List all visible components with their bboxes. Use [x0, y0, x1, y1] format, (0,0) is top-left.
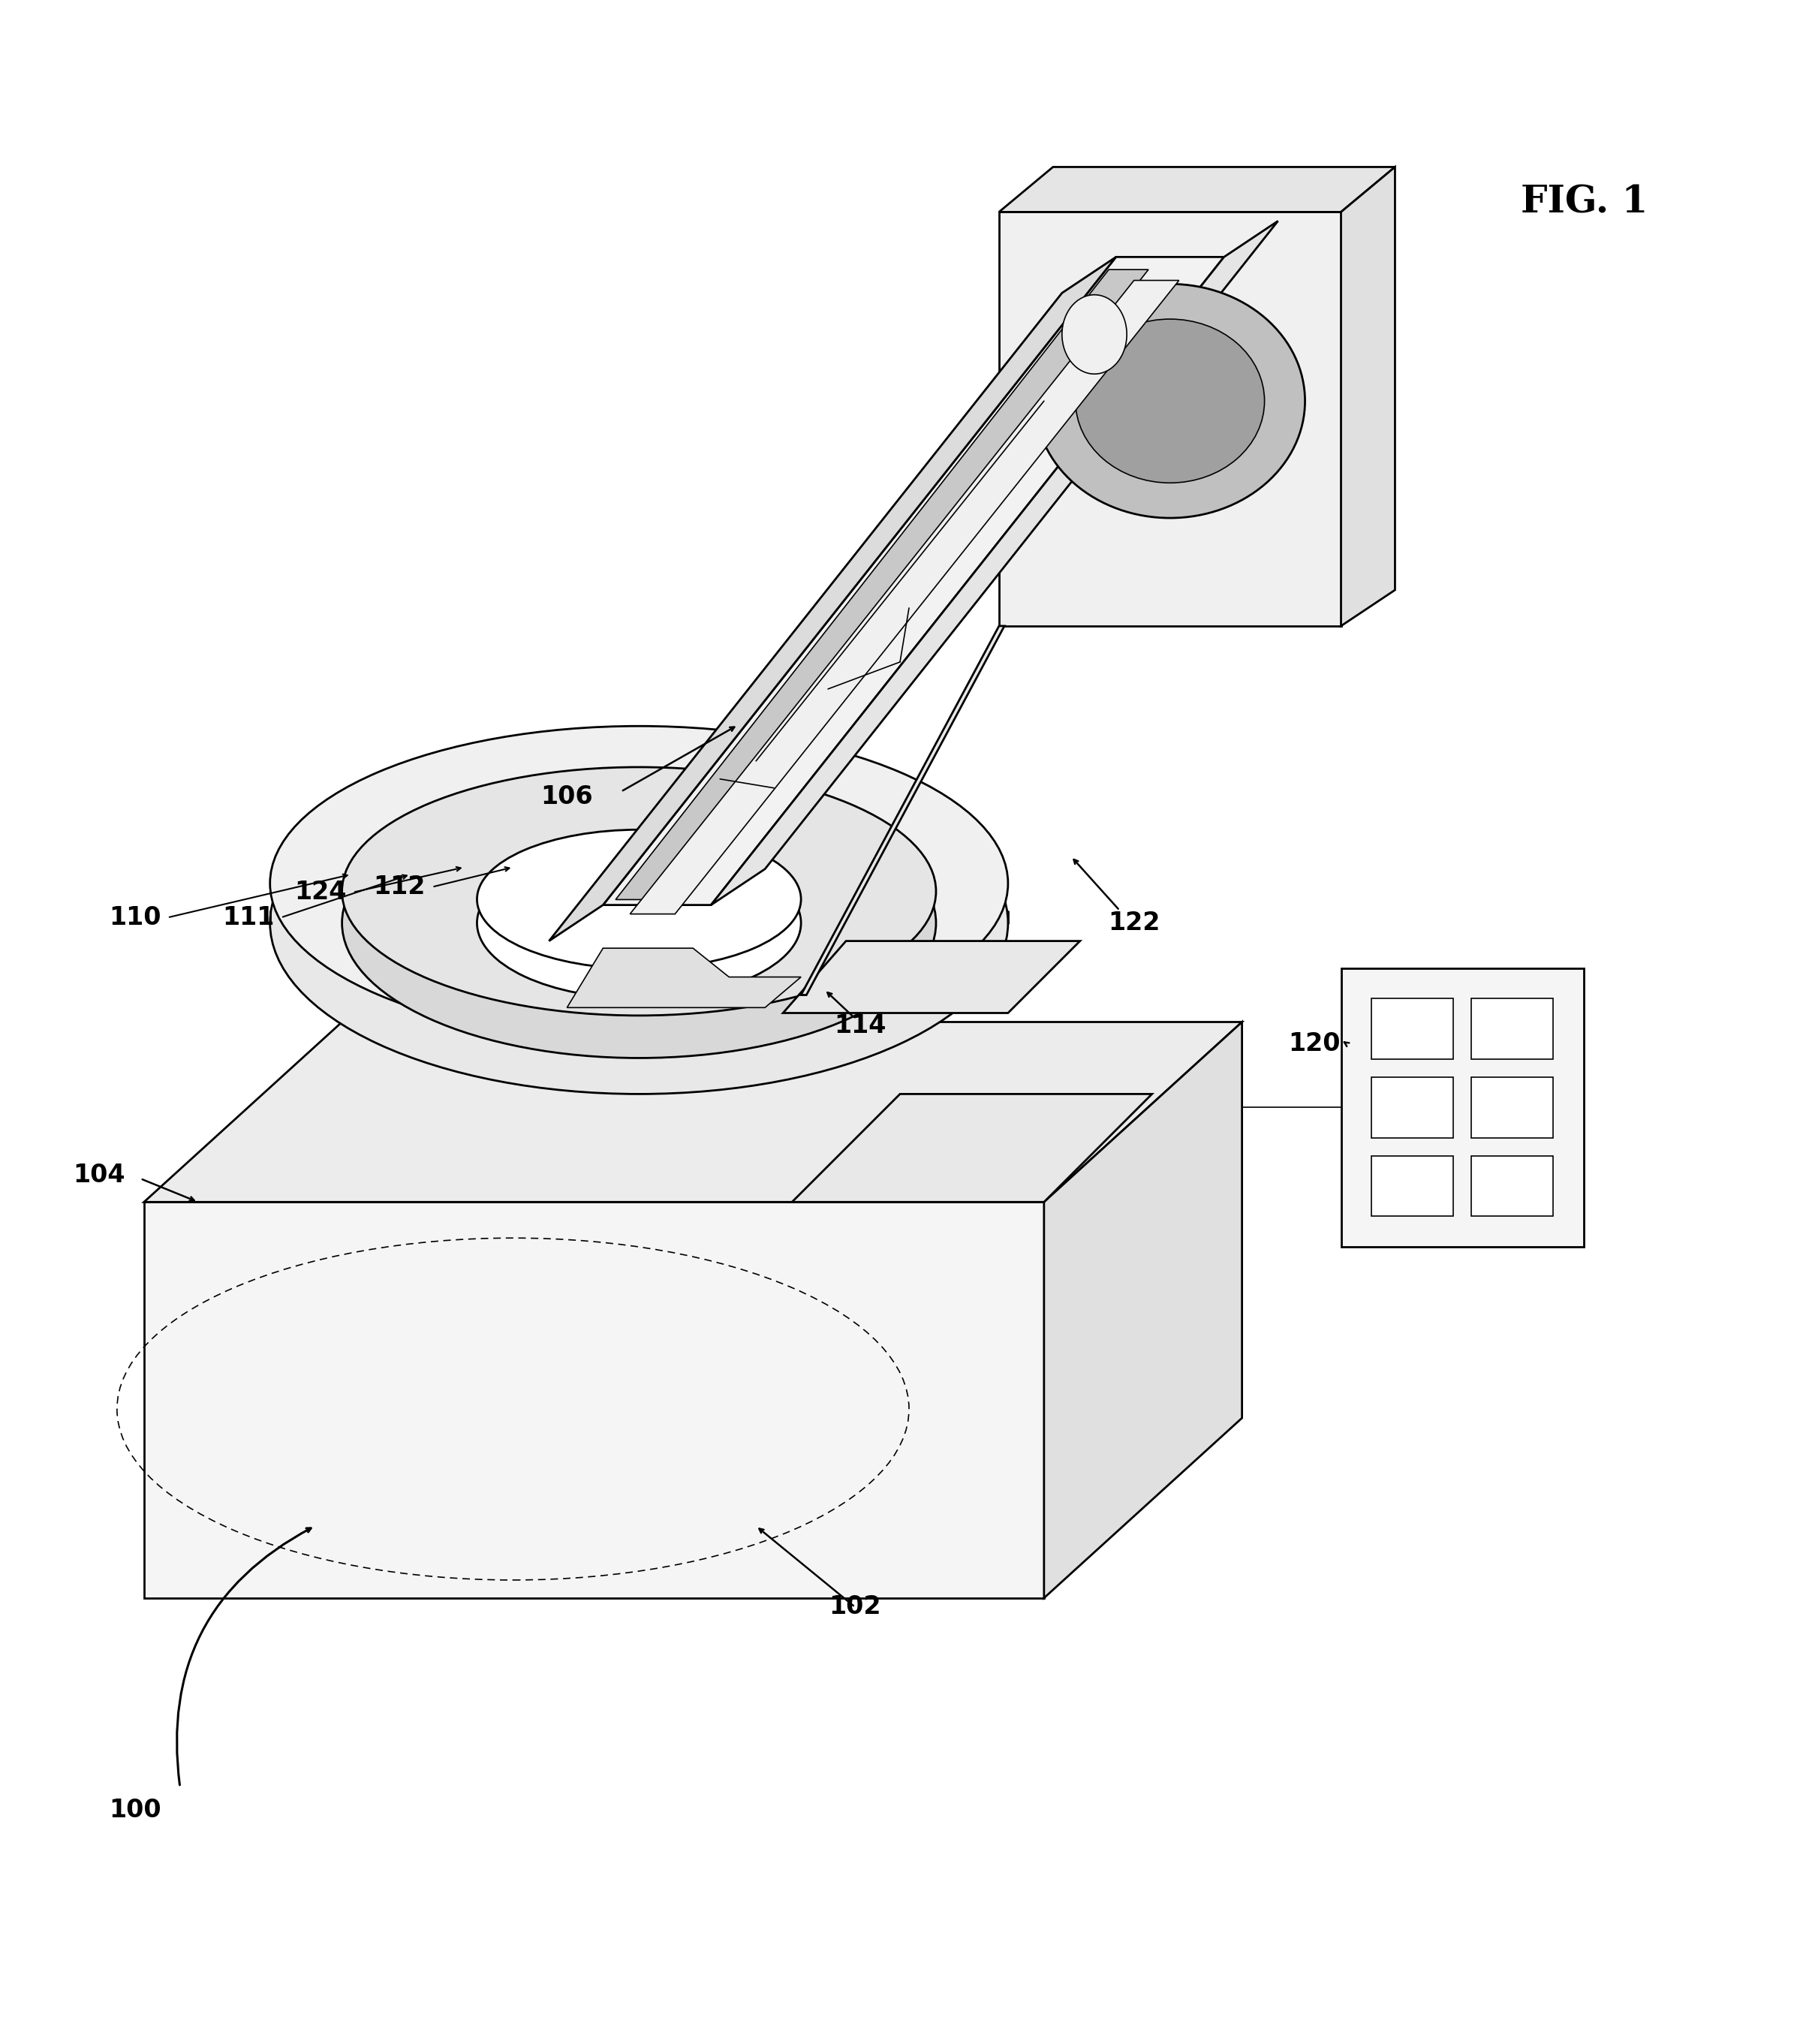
Polygon shape: [1044, 1022, 1242, 1598]
Polygon shape: [616, 270, 1148, 899]
Polygon shape: [1372, 1155, 1453, 1216]
Text: 106: 106: [540, 785, 594, 809]
Ellipse shape: [477, 848, 801, 1000]
Text: FIG. 1: FIG. 1: [1521, 184, 1647, 221]
Ellipse shape: [342, 766, 936, 1016]
Polygon shape: [1341, 969, 1584, 1247]
Polygon shape: [1471, 1000, 1553, 1059]
Text: 122: 122: [1109, 912, 1159, 936]
Ellipse shape: [1075, 319, 1264, 482]
Ellipse shape: [270, 752, 1008, 1094]
Polygon shape: [1341, 168, 1395, 625]
Polygon shape: [630, 280, 1179, 914]
Polygon shape: [567, 948, 801, 1008]
Polygon shape: [1372, 1000, 1453, 1059]
Polygon shape: [1471, 1155, 1553, 1216]
Polygon shape: [792, 1094, 1152, 1202]
Ellipse shape: [477, 830, 801, 969]
Polygon shape: [783, 940, 1080, 1014]
Ellipse shape: [270, 726, 1008, 1040]
Text: 102: 102: [830, 1594, 880, 1619]
Text: 112: 112: [374, 875, 425, 899]
Polygon shape: [1372, 1077, 1453, 1139]
Text: 124: 124: [295, 881, 346, 905]
Polygon shape: [603, 258, 1224, 905]
Ellipse shape: [1062, 294, 1127, 374]
Text: 114: 114: [835, 1014, 886, 1038]
Text: 120: 120: [1289, 1032, 1339, 1057]
Polygon shape: [711, 221, 1278, 905]
Text: 104: 104: [74, 1163, 124, 1188]
Text: 110: 110: [110, 905, 160, 930]
Text: 100: 100: [108, 1799, 162, 1823]
Polygon shape: [549, 258, 1116, 940]
Ellipse shape: [1035, 284, 1305, 517]
Polygon shape: [999, 168, 1395, 213]
Polygon shape: [801, 625, 1004, 995]
Text: 111: 111: [223, 905, 274, 930]
Ellipse shape: [342, 789, 936, 1059]
Polygon shape: [1471, 1077, 1553, 1139]
Polygon shape: [144, 1022, 1242, 1202]
Polygon shape: [144, 1202, 1044, 1598]
Polygon shape: [999, 213, 1341, 625]
